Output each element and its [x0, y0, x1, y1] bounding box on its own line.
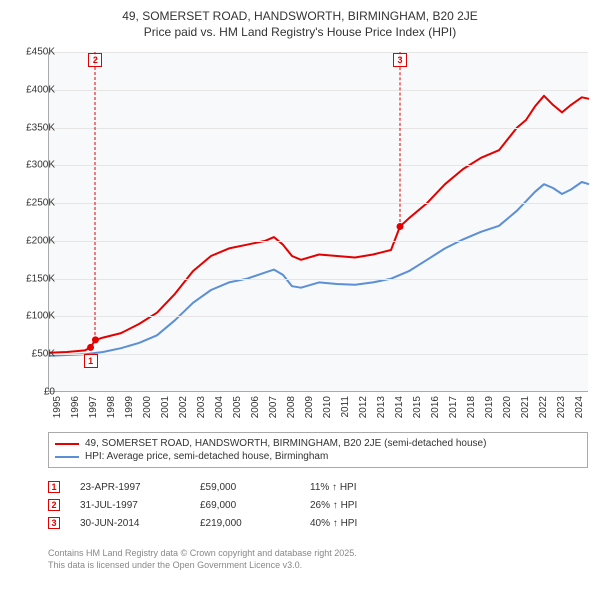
event-date: 23-APR-1997	[80, 482, 180, 493]
event-marker-dashed-line	[95, 52, 96, 340]
x-axis-tick-label: 2023	[556, 396, 567, 418]
x-axis-tick-label: 1997	[88, 396, 99, 418]
gridline-h	[49, 203, 588, 204]
x-axis-tick-label: 2004	[214, 396, 225, 418]
x-axis-tick-label: 1996	[70, 396, 81, 418]
event-number-box: 2	[48, 499, 60, 511]
x-axis-tick-label: 2024	[574, 396, 585, 418]
event-marker-label: 2	[88, 53, 102, 67]
chart-title-block: 49, SOMERSET ROAD, HANDSWORTH, BIRMINGHA…	[0, 0, 600, 40]
event-price: £219,000	[200, 518, 290, 529]
x-axis-tick-label: 2008	[286, 396, 297, 418]
gridline-h	[49, 241, 588, 242]
legend-label: HPI: Average price, semi-detached house,…	[85, 451, 328, 462]
x-axis-tick-label: 2020	[502, 396, 513, 418]
x-axis-tick-label: 2019	[484, 396, 495, 418]
gridline-h	[49, 354, 588, 355]
event-price: £69,000	[200, 500, 290, 511]
x-axis-tick-label: 2000	[142, 396, 153, 418]
x-axis-tick-label: 1999	[124, 396, 135, 418]
x-axis-tick-label: 1998	[106, 396, 117, 418]
event-marker-label: 3	[393, 53, 407, 67]
legend-item: 49, SOMERSET ROAD, HANDSWORTH, BIRMINGHA…	[55, 437, 581, 450]
event-number-box: 1	[48, 481, 60, 493]
event-marker-dashed-line	[400, 52, 401, 227]
x-axis-tick-label: 2001	[160, 396, 171, 418]
event-row: 1 23-APR-1997 £59,000 11% ↑ HPI	[48, 478, 588, 496]
x-axis-tick-label: 1995	[52, 396, 63, 418]
event-row: 2 31-JUL-1997 £69,000 26% ↑ HPI	[48, 496, 588, 514]
x-axis-tick-label: 2002	[178, 396, 189, 418]
x-axis-tick-label: 2010	[322, 396, 333, 418]
event-pct-vs-hpi: 40% ↑ HPI	[310, 518, 420, 529]
gridline-h	[49, 316, 588, 317]
x-axis-tick-label: 2016	[430, 396, 441, 418]
x-axis-tick-label: 2014	[394, 396, 405, 418]
legend-swatch	[55, 456, 79, 458]
y-axis-tick-label: £0	[11, 387, 55, 398]
y-axis-tick-label: £400K	[11, 84, 55, 95]
y-axis-tick-label: £100K	[11, 311, 55, 322]
event-number-box: 3	[48, 517, 60, 529]
gridline-h	[49, 52, 588, 53]
events-table: 1 23-APR-1997 £59,000 11% ↑ HPI 2 31-JUL-1997…	[48, 478, 588, 532]
legend-box: 49, SOMERSET ROAD, HANDSWORTH, BIRMINGHA…	[48, 432, 588, 468]
y-axis-tick-label: £50K	[11, 349, 55, 360]
x-axis-tick-label: 2012	[358, 396, 369, 418]
series-line-property	[49, 96, 589, 353]
plot-area: 1 2 3	[48, 52, 588, 392]
x-axis-tick-label: 2022	[538, 396, 549, 418]
x-axis-tick-label: 2007	[268, 396, 279, 418]
x-axis-tick-label: 2013	[376, 396, 387, 418]
event-marker-label: 1	[84, 354, 98, 368]
x-axis-tick-label: 2009	[304, 396, 315, 418]
footer-line-1: Contains HM Land Registry data © Crown c…	[48, 548, 588, 560]
gridline-h	[49, 165, 588, 166]
y-axis-tick-label: £200K	[11, 235, 55, 246]
x-axis-tick-label: 2018	[466, 396, 477, 418]
event-marker-dot	[87, 344, 94, 351]
event-date: 31-JUL-1997	[80, 500, 180, 511]
event-row: 3 30-JUN-2014 £219,000 40% ↑ HPI	[48, 514, 588, 532]
title-line-2: Price paid vs. HM Land Registry's House …	[0, 24, 600, 40]
gridline-h	[49, 279, 588, 280]
title-line-1: 49, SOMERSET ROAD, HANDSWORTH, BIRMINGHA…	[0, 8, 600, 24]
event-date: 30-JUN-2014	[80, 518, 180, 529]
x-axis-tick-label: 2015	[412, 396, 423, 418]
chart-container: 49, SOMERSET ROAD, HANDSWORTH, BIRMINGHA…	[0, 0, 600, 590]
gridline-h	[49, 128, 588, 129]
x-axis-tick-label: 2021	[520, 396, 531, 418]
x-axis-tick-label: 2017	[448, 396, 459, 418]
chart-svg	[49, 52, 589, 392]
x-axis-tick-label: 2005	[232, 396, 243, 418]
legend-swatch	[55, 443, 79, 445]
footer-line-2: This data is licensed under the Open Gov…	[48, 560, 588, 572]
y-axis-tick-label: £150K	[11, 273, 55, 284]
y-axis-tick-label: £350K	[11, 122, 55, 133]
legend-label: 49, SOMERSET ROAD, HANDSWORTH, BIRMINGHA…	[85, 438, 486, 449]
y-axis-tick-label: £250K	[11, 198, 55, 209]
x-axis-tick-label: 2003	[196, 396, 207, 418]
y-axis-tick-label: £450K	[11, 47, 55, 58]
legend-item: HPI: Average price, semi-detached house,…	[55, 450, 581, 463]
y-axis-tick-label: £300K	[11, 160, 55, 171]
gridline-h	[49, 90, 588, 91]
event-pct-vs-hpi: 11% ↑ HPI	[310, 482, 420, 493]
event-pct-vs-hpi: 26% ↑ HPI	[310, 500, 420, 511]
footer-attribution: Contains HM Land Registry data © Crown c…	[48, 548, 588, 571]
event-price: £59,000	[200, 482, 290, 493]
x-axis-tick-label: 2011	[340, 396, 351, 418]
x-axis-tick-label: 2006	[250, 396, 261, 418]
